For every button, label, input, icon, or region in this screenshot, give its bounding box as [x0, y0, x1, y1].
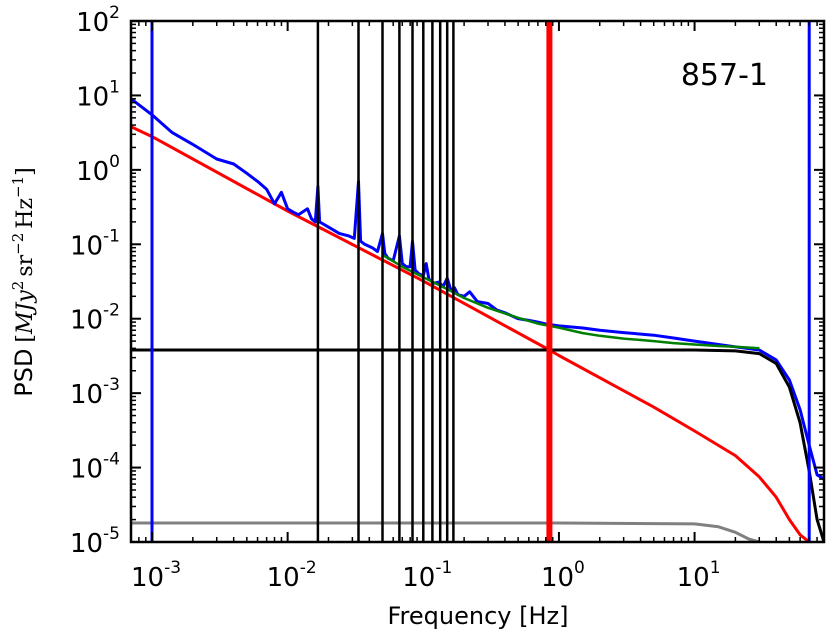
y-tick-label: 101	[76, 77, 120, 112]
series-layer	[131, 97, 824, 542]
series-floor-line	[131, 521, 760, 542]
series-measured-psd-line	[131, 97, 824, 481]
y-tick-label: 100	[76, 152, 120, 187]
x-tick-label: 10-3	[131, 558, 181, 593]
y-axis-label-unit-1: MJy	[13, 290, 38, 335]
x-tick-label: 10-2	[267, 558, 317, 593]
ticks-layer: 10-3 10-2 10-1 100 101 10-5 10-4 10-3 10-2 10-1 10…	[70, 3, 824, 593]
series-white-noise-line	[131, 348, 824, 542]
panel-label: 857-1	[681, 58, 768, 93]
vertical-lines-layer	[150, 21, 811, 542]
y-axis-label-exp-3: −1	[9, 176, 27, 198]
y-axis-label-open: [	[13, 334, 38, 343]
y-axis-label-exp-2: −2	[9, 233, 27, 255]
x-tick-label: 100	[541, 558, 585, 593]
plot-area	[131, 21, 824, 542]
y-tick-label: 10-4	[70, 450, 120, 485]
x-tick-label: 10-1	[402, 558, 452, 593]
y-tick-label: 10-1	[70, 226, 120, 261]
y-axis-label-prefix: PSD	[10, 349, 38, 397]
y-axis-label-unit-2: sr	[13, 254, 38, 276]
y-tick-label: 102	[76, 3, 120, 38]
y-tick-label: 10-2	[70, 301, 120, 336]
series-1-f-component-line	[131, 125, 811, 542]
y-tick-label: 10-3	[70, 375, 120, 410]
y-axis-label: PSD [MJy2 sr−2 Hz−1]	[9, 167, 38, 397]
y-axis-label-exp-1: 2	[9, 281, 27, 291]
series-fit-line	[381, 253, 760, 350]
y-axis-label-unit-3: Hz	[13, 198, 38, 229]
x-tick-label: 101	[677, 558, 721, 593]
y-axis-label-close: ]	[13, 167, 38, 176]
y-tick-label: 10-5	[70, 524, 120, 559]
x-axis-label: Frequency [Hz]	[388, 602, 569, 630]
plot-frame	[129, 19, 826, 544]
